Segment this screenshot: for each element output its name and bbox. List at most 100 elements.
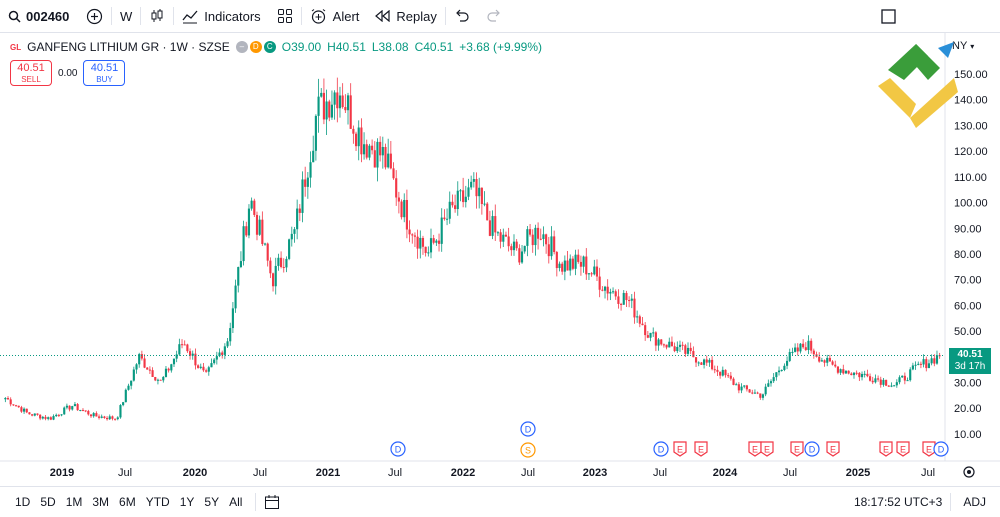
range-1y[interactable]: 1Y <box>179 495 195 509</box>
range-6m[interactable]: 6M <box>119 495 136 509</box>
earnings-marker[interactable]: E <box>748 441 762 457</box>
candle-body <box>649 332 652 338</box>
candle-body <box>408 229 411 235</box>
templates-button[interactable] <box>269 0 301 32</box>
candle-body <box>759 393 762 398</box>
chart-type-button[interactable] <box>141 0 173 32</box>
candle-body <box>927 363 931 369</box>
earnings-marker[interactable]: E <box>790 441 804 457</box>
layout-button[interactable] <box>873 0 904 32</box>
candle-body <box>159 379 162 381</box>
earnings-marker[interactable]: E <box>673 441 687 457</box>
goto-date-button[interactable] <box>264 494 280 510</box>
candle-body <box>443 217 446 220</box>
currency-badge[interactable]: C <box>263 41 276 53</box>
range-5d[interactable]: 5D <box>40 495 56 509</box>
legend-badges: – D C <box>235 41 276 53</box>
candle-body <box>595 266 599 277</box>
earnings-marker[interactable]: E <box>694 441 708 457</box>
earnings-marker[interactable]: E <box>760 441 774 457</box>
alert-button[interactable]: Alert <box>302 0 368 32</box>
time-tick: 2022 <box>451 467 475 479</box>
candle-body <box>743 385 746 387</box>
candle-body <box>20 407 23 412</box>
dividend-marker[interactable]: D <box>653 441 669 457</box>
candle-body <box>868 376 872 381</box>
undo-button[interactable] <box>446 0 478 32</box>
symbol-search[interactable]: 002460 <box>0 0 78 32</box>
candle-body <box>221 352 224 355</box>
candle-body <box>73 404 77 407</box>
candle-body <box>818 356 821 362</box>
range-list: 1D 5D 1M 3M 6M YTD 1Y 5Y All <box>0 495 247 509</box>
candle-body <box>451 201 454 206</box>
candle-body <box>906 380 909 382</box>
price-tick: 50.00 <box>954 326 982 338</box>
range-3m[interactable]: 3M <box>92 495 110 509</box>
candle-body <box>105 417 109 420</box>
redo-button[interactable] <box>478 0 510 32</box>
candle-body <box>933 358 936 364</box>
range-1d[interactable]: 1D <box>15 495 31 509</box>
candle-body <box>140 354 143 359</box>
time-tick: Jul <box>783 467 797 479</box>
currency-button[interactable]: NY ▾ <box>952 40 974 52</box>
candle-body <box>480 187 483 205</box>
range-all[interactable]: All <box>229 495 243 509</box>
candle-body <box>860 373 864 378</box>
split-marker[interactable]: S <box>520 442 536 458</box>
candle-body <box>895 382 898 386</box>
earnings-marker[interactable]: E <box>922 441 936 457</box>
time-tick: Jul <box>521 467 535 479</box>
svg-text:E: E <box>677 445 683 455</box>
bar-countdown: 3d 17h <box>954 361 986 372</box>
candle-body <box>863 373 866 375</box>
candle-body <box>52 416 55 420</box>
clock-time[interactable]: 18:17:52 UTC+3 <box>853 495 943 509</box>
candle-body <box>231 308 234 329</box>
candle-body <box>338 95 342 109</box>
range-1m[interactable]: 1M <box>65 495 83 509</box>
candle-body <box>421 237 425 247</box>
candle-body <box>665 344 668 348</box>
earnings-marker[interactable]: E <box>896 441 910 457</box>
minus-icon[interactable]: – <box>235 41 248 53</box>
adj-toggle[interactable]: ADJ <box>963 495 986 509</box>
candle-body <box>847 370 850 374</box>
buy-button[interactable]: 40.51 BUY <box>83 60 126 86</box>
candle-body <box>373 150 376 168</box>
symbol-title[interactable]: GANFENG LITHIUM GR · 1W · SZSE <box>27 40 230 54</box>
candle-body <box>499 232 502 242</box>
dividend-marker[interactable]: D <box>933 441 949 457</box>
candle-body <box>304 179 307 187</box>
earnings-marker[interactable]: E <box>879 441 893 457</box>
earnings-marker[interactable]: E <box>826 441 840 457</box>
range-ytd[interactable]: YTD <box>145 495 170 509</box>
candle-body <box>226 341 229 347</box>
candle-body <box>282 266 285 268</box>
candle-body <box>654 332 657 346</box>
candle-body <box>914 364 917 366</box>
price-tick: 30.00 <box>954 378 982 390</box>
candle-body <box>416 236 419 249</box>
candle-body <box>502 234 505 242</box>
candle-body <box>63 407 66 415</box>
dividend-badge[interactable]: D <box>249 41 262 53</box>
bottom-toolbar: 1D 5D 1M 3M 6M YTD 1Y 5Y All 18:17:52 UTC+3 ADJ <box>0 486 1000 517</box>
price-chart[interactable]: 150.00 140.00 130.00 120.00 110.00 100.00 90.0… <box>0 33 1000 485</box>
candle-body <box>512 241 516 251</box>
dividend-marker[interactable]: D <box>390 441 406 457</box>
compare-button[interactable] <box>78 0 111 32</box>
settings-icon[interactable] <box>963 466 975 478</box>
sell-button[interactable]: 40.51 SELL <box>10 60 52 86</box>
interval-button[interactable]: W <box>112 0 140 32</box>
indicators-button[interactable]: Indicators <box>174 0 268 32</box>
dividend-marker[interactable]: D <box>804 441 820 457</box>
replay-button[interactable]: Replay <box>367 0 444 32</box>
candle-body <box>534 227 537 246</box>
candle-body <box>17 405 20 408</box>
candle-body <box>154 376 157 381</box>
range-5y[interactable]: 5Y <box>204 495 220 509</box>
candle-body <box>713 369 716 371</box>
dividend-marker[interactable]: D <box>520 421 536 437</box>
